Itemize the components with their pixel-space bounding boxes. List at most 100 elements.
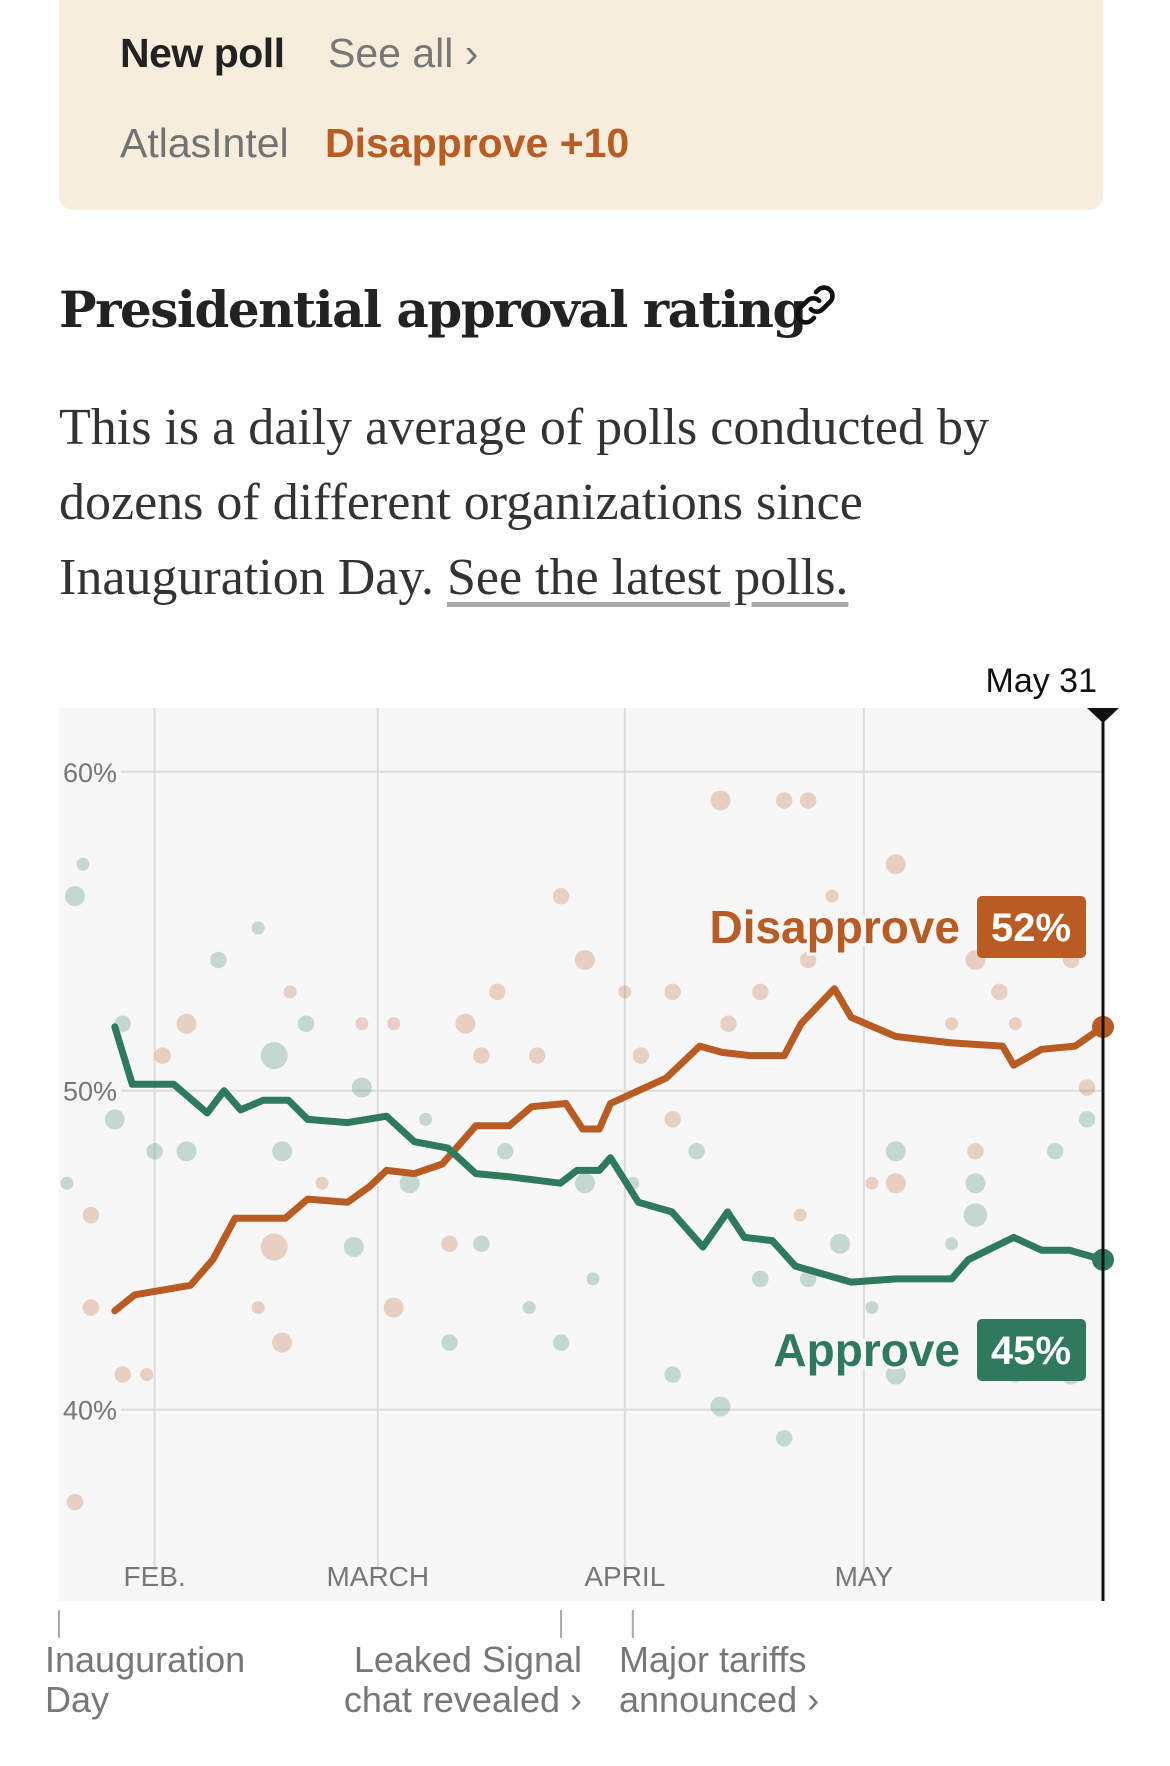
poll-dot-approve bbox=[1046, 1143, 1064, 1160]
page-title: Presidential approval rating bbox=[59, 280, 807, 339]
poll-result: Disapprove +10 bbox=[325, 120, 630, 166]
poll-dot-disapprove bbox=[710, 790, 731, 811]
annotation-2[interactable]: Leaked Signal chat revealed › bbox=[344, 1640, 582, 1720]
current-date-marker-icon bbox=[1087, 708, 1119, 723]
poll-dot-disapprove bbox=[967, 1143, 984, 1160]
y-label-bg bbox=[59, 1075, 121, 1106]
annotation-line: chat revealed › bbox=[343, 1679, 582, 1720]
annotation-line: Leaked Signal bbox=[353, 1639, 582, 1680]
poll-dot-disapprove bbox=[885, 1173, 906, 1194]
poll-dot-disapprove bbox=[799, 951, 817, 969]
poll-dot-disapprove bbox=[664, 983, 681, 1001]
poll-dot-approve bbox=[297, 1015, 315, 1032]
poll-dot-disapprove bbox=[1008, 1017, 1022, 1031]
annotation-line: Major tariffs bbox=[619, 1639, 807, 1680]
poll-dot-disapprove bbox=[865, 1176, 879, 1190]
poll-dot-approve bbox=[710, 1396, 731, 1417]
poll-dot-approve bbox=[60, 1176, 74, 1190]
annotation-line: Day bbox=[45, 1679, 110, 1720]
poll-dot-disapprove bbox=[387, 1017, 401, 1031]
poll-dot-disapprove bbox=[315, 1176, 329, 1190]
poll-dot-approve bbox=[1078, 1111, 1096, 1128]
poll-dot-disapprove bbox=[552, 887, 570, 905]
poll-dot-approve bbox=[830, 1233, 851, 1254]
poll-dot-approve bbox=[272, 1141, 293, 1162]
poll-dot-disapprove bbox=[283, 985, 297, 999]
poll-dot-disapprove bbox=[473, 1047, 490, 1064]
disapprove-value: 52% bbox=[991, 906, 1071, 950]
x-tick-label: MARCH bbox=[326, 1561, 429, 1592]
current-date-label: May 31 bbox=[986, 662, 1098, 700]
y-tick-label: 50% bbox=[63, 1077, 117, 1107]
disapprove-label: Disapprove bbox=[709, 901, 960, 953]
poll-dot-approve bbox=[885, 1141, 906, 1162]
poll-dot-disapprove bbox=[793, 1208, 807, 1222]
poll-dot-disapprove bbox=[1078, 1079, 1096, 1096]
approval-chart: 60% 50% 40% FEB. MARCH APRIL MAY May 31 Disappro… bbox=[58, 662, 1119, 1638]
poll-dot-disapprove bbox=[825, 889, 839, 903]
poll-dot-disapprove bbox=[140, 1368, 154, 1382]
poll-dot-approve bbox=[865, 1301, 879, 1315]
poll-dot-disapprove bbox=[574, 949, 595, 970]
description: This is a daily average of polls conduct… bbox=[59, 390, 1119, 615]
poll-dot-approve bbox=[963, 1203, 988, 1227]
x-tick-label: APRIL bbox=[584, 1561, 665, 1592]
poll-dot-approve bbox=[210, 951, 227, 969]
annotation-1: Inauguration Day bbox=[45, 1640, 245, 1720]
trend-line-approve bbox=[111, 1023, 1107, 1286]
poll-dot-disapprove bbox=[383, 1297, 404, 1318]
poll-dot-disapprove bbox=[355, 1017, 369, 1031]
annotation-3[interactable]: Major tariffs announced › bbox=[619, 1640, 819, 1720]
poll-dot-approve bbox=[775, 1430, 793, 1447]
poll-dot-approve bbox=[64, 886, 85, 907]
new-poll-label: New poll bbox=[120, 30, 285, 76]
see-all-link[interactable]: See all › bbox=[328, 30, 479, 76]
latest-polls-link[interactable]: See the latest polls. bbox=[446, 549, 849, 606]
poll-dot-approve bbox=[552, 1334, 570, 1351]
poll-dot-disapprove bbox=[176, 1013, 197, 1034]
poll-dot-approve bbox=[965, 1173, 986, 1194]
y-tick-label: 60% bbox=[63, 758, 117, 788]
poll-dot-disapprove bbox=[82, 1299, 100, 1316]
poll-dot-disapprove bbox=[154, 1047, 171, 1064]
poll-dot-disapprove bbox=[528, 1047, 546, 1064]
poll-dot-approve bbox=[146, 1143, 163, 1160]
poll-dot-disapprove bbox=[82, 1206, 100, 1224]
poll-dot-disapprove bbox=[489, 983, 506, 1001]
description-text: This is a daily average of polls conduct… bbox=[59, 399, 989, 606]
poll-dot-disapprove bbox=[799, 792, 817, 809]
y-tick-label: 40% bbox=[63, 1396, 117, 1426]
poll-dot-approve bbox=[441, 1334, 458, 1351]
new-poll-card bbox=[59, 0, 1103, 210]
poll-dot-disapprove bbox=[272, 1332, 293, 1353]
approve-value-badge bbox=[977, 1319, 1086, 1381]
link-icon[interactable] bbox=[790, 280, 840, 330]
poll-dot-disapprove bbox=[664, 1111, 681, 1128]
poll-dot-disapprove bbox=[775, 792, 793, 809]
y-label-bg bbox=[59, 1394, 121, 1425]
poll-dot-approve bbox=[885, 1364, 906, 1385]
trend-line-disapprove bbox=[111, 985, 1107, 1315]
poll-dot-disapprove bbox=[752, 983, 769, 1001]
poll-dot-disapprove bbox=[441, 1235, 458, 1253]
pollster-name: AtlasIntel bbox=[120, 120, 289, 166]
annotation-line: announced › bbox=[619, 1679, 820, 1720]
poll-dot-approve bbox=[343, 1236, 364, 1257]
poll-dot-approve bbox=[574, 1173, 595, 1194]
x-tick-label: MAY bbox=[835, 1561, 894, 1592]
poll-dot-approve bbox=[945, 1237, 959, 1251]
poll-dot-approve bbox=[799, 1270, 817, 1288]
plot-background bbox=[59, 708, 1103, 1601]
poll-dot-approve bbox=[752, 1270, 769, 1288]
poll-dot-disapprove bbox=[618, 985, 632, 999]
annotation-line: Inauguration bbox=[45, 1639, 246, 1680]
poll-dot-disapprove bbox=[260, 1233, 288, 1261]
poll-dot-approve bbox=[251, 921, 265, 935]
poll-dot-approve bbox=[76, 857, 90, 871]
poll-dot-approve bbox=[351, 1077, 372, 1098]
poll-dot-disapprove bbox=[455, 1013, 476, 1034]
poll-dot-approve bbox=[497, 1143, 514, 1160]
poll-dot-approve bbox=[260, 1042, 288, 1070]
y-label-bg bbox=[59, 756, 121, 787]
poll-dot-approve bbox=[664, 1366, 681, 1383]
